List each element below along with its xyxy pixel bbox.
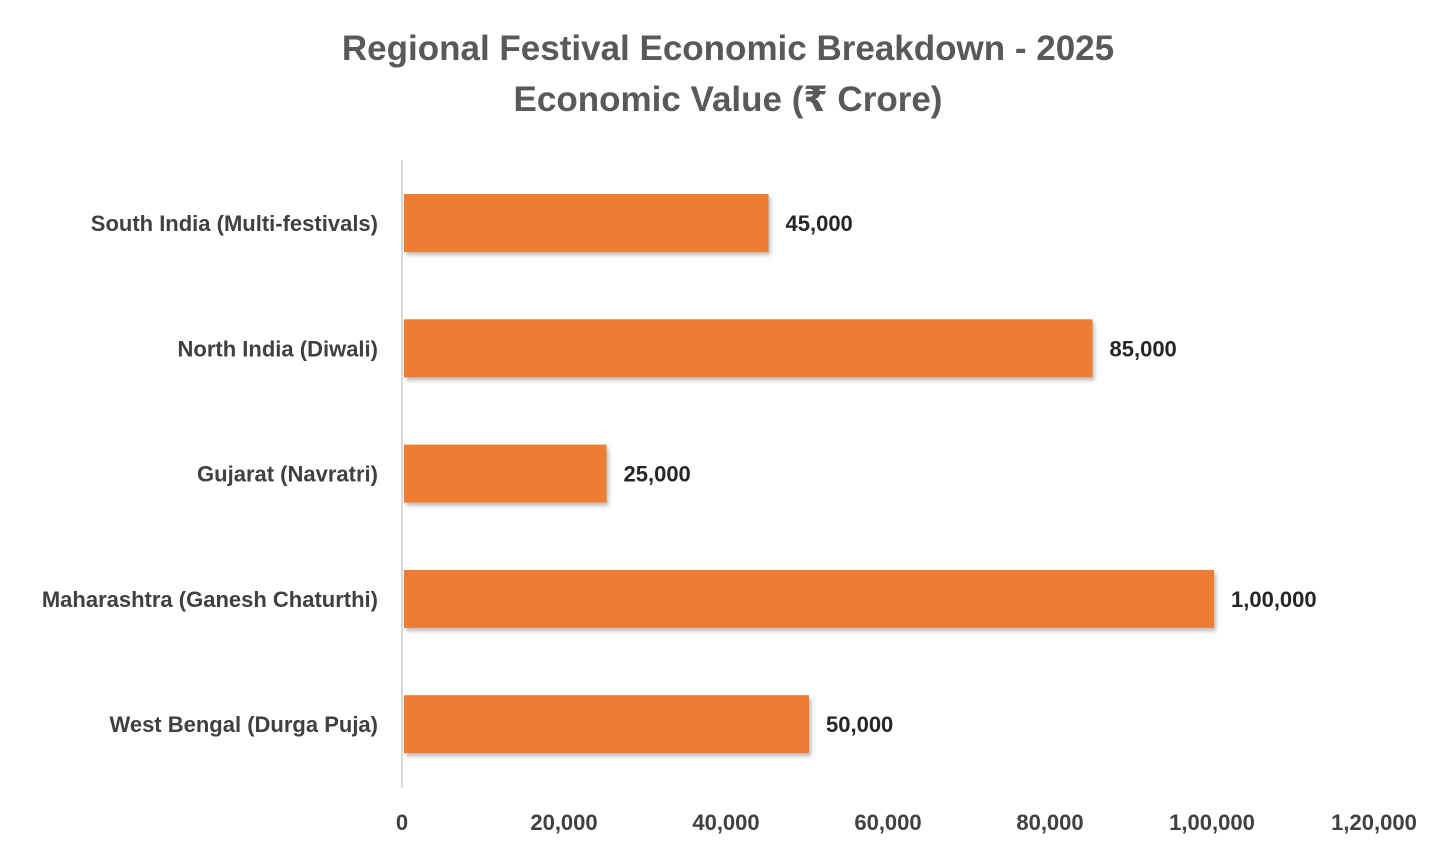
x-tick-label: 40,000 — [692, 810, 759, 835]
chart-subtitle: Economic Value (₹ Crore) — [513, 80, 943, 119]
chart-title: Regional Festival Economic Breakdown - 2… — [341, 29, 1115, 68]
bars-layer — [404, 194, 1214, 754]
data-label: 45,000 — [786, 211, 853, 236]
category-label: West Bengal (Durga Puja) — [109, 712, 378, 737]
bar — [404, 319, 1093, 378]
data-label: 1,00,000 — [1231, 587, 1317, 612]
x-tick-label: 80,000 — [1016, 810, 1083, 835]
data-label: 85,000 — [1110, 336, 1177, 361]
category-label: North India (Diwali) — [178, 336, 378, 361]
bar — [404, 194, 769, 252]
bar — [404, 444, 607, 503]
data-label: 25,000 — [624, 462, 691, 487]
x-tick-label: 60,000 — [854, 810, 921, 835]
category-label: Gujarat (Navratri) — [197, 462, 378, 487]
x-tick-label: 0 — [396, 810, 408, 835]
x-tick-label: 20,000 — [530, 810, 597, 835]
bar — [404, 569, 1214, 628]
category-label: South India (Multi-festivals) — [91, 211, 378, 236]
labels-layer: South India (Multi-festivals) 45,000 North… — [42, 211, 1417, 835]
data-label: 50,000 — [826, 712, 893, 737]
x-tick-label: 1,20,000 — [1331, 810, 1417, 835]
bar — [404, 695, 809, 754]
category-label: Maharashtra (Ganesh Chaturthi) — [42, 587, 378, 612]
x-tick-label: 1,00,000 — [1169, 810, 1255, 835]
